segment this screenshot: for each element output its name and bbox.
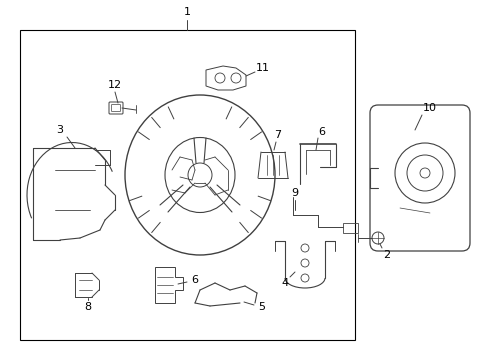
Text: 6: 6: [191, 275, 198, 285]
Text: 3: 3: [57, 125, 63, 135]
Text: 12: 12: [108, 80, 122, 90]
Text: 2: 2: [383, 250, 390, 260]
Text: 5: 5: [258, 302, 265, 312]
Text: 11: 11: [256, 63, 269, 73]
Text: 1: 1: [183, 7, 190, 17]
Text: 4: 4: [281, 278, 288, 288]
Text: 6: 6: [318, 127, 325, 137]
Text: 8: 8: [84, 302, 91, 312]
Bar: [342, 223, 357, 233]
Text: 7: 7: [274, 130, 281, 140]
Text: 10: 10: [422, 103, 436, 113]
Text: 9: 9: [291, 188, 298, 198]
Bar: [20, 30, 354, 340]
